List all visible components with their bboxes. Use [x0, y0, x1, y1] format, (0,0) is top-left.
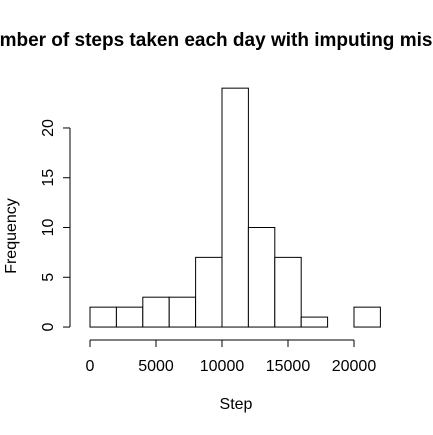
x-tick-label: 10000 — [200, 358, 245, 375]
x-tick-label: 0 — [86, 358, 95, 375]
bar — [89, 306, 117, 328]
bar — [115, 306, 144, 328]
bar — [142, 296, 170, 328]
x-axis-label: Step — [220, 396, 253, 413]
bar — [247, 227, 276, 328]
y-tick-label: 10 — [40, 219, 57, 237]
y-axis-label: Frequency — [3, 198, 20, 274]
x-tick-label: 5000 — [138, 358, 174, 375]
bar — [300, 316, 329, 328]
bar — [168, 296, 197, 328]
bar — [221, 87, 249, 328]
x-tick-label: 20000 — [332, 358, 377, 375]
y-tick-label: 0 — [40, 322, 57, 331]
chart-title: mber of steps taken each day with imputi… — [0, 30, 432, 51]
y-tick-label: 15 — [40, 169, 57, 187]
y-tick-label: 5 — [40, 273, 57, 282]
bar — [353, 306, 381, 328]
x-tick-label: 15000 — [266, 358, 311, 375]
bar — [274, 256, 302, 328]
y-tick-label: 20 — [40, 119, 57, 137]
bar — [195, 256, 223, 328]
